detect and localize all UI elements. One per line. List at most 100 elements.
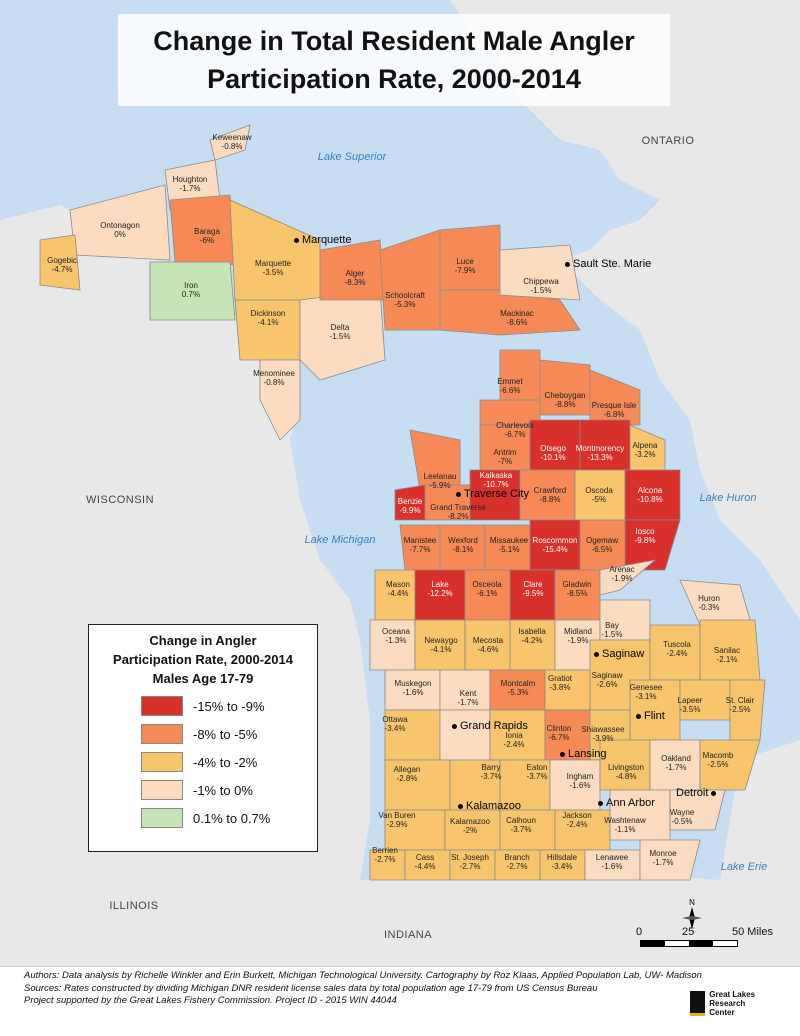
county-name: Calhoun xyxy=(506,816,536,825)
wisconsin-label: WISCONSIN xyxy=(85,494,155,506)
county-name: Macomb xyxy=(702,751,734,760)
county-name: Branch xyxy=(504,853,530,862)
legend-swatch xyxy=(141,752,183,772)
glrc-logo: Great Lakes Research Center xyxy=(690,988,770,1018)
county-name: Saginaw xyxy=(591,671,623,680)
county-label-wexford: Wexford -8.1% xyxy=(448,536,478,554)
county-name: Alpena xyxy=(632,441,658,450)
county-value: -2.8% xyxy=(396,774,418,783)
county-name: Cass xyxy=(415,853,435,862)
county-name: Roscommon xyxy=(532,536,578,545)
title-line-1: Change in Total Resident Male Angler xyxy=(153,26,635,56)
county-label-monroe: Monroe -1.7% xyxy=(649,849,676,867)
map-title: Change in Total Resident Male Angler Par… xyxy=(118,14,670,106)
county-label-lenawee: Lenawee -1.6% xyxy=(596,853,628,871)
ontario-land xyxy=(450,0,800,620)
county-value: -3.7% xyxy=(510,825,532,834)
county-value: -5.1% xyxy=(498,545,520,554)
county-value: 0.7% xyxy=(181,290,201,299)
county-name: Gladwin xyxy=(562,580,592,589)
county-label-eaton: Eaton -3.7% xyxy=(527,763,548,781)
county-name: Wexford xyxy=(448,536,478,545)
county-label-montmorency: Montmorency -13.3% xyxy=(576,444,624,462)
lake-erie-label: Lake Erie xyxy=(720,861,768,873)
county-label-cheboygan: Cheboygan -8.8% xyxy=(545,391,586,409)
county-value: -7.9% xyxy=(454,266,476,275)
county-value: -12.2% xyxy=(427,589,453,598)
footer-sources: Sources: Rates constructed by dividing M… xyxy=(24,982,598,994)
county-label-oscoda: Oscoda -5% xyxy=(585,486,613,504)
county-label-muskegon: Muskegon -1.6% xyxy=(395,679,432,697)
county-label-chippewa: Chippewa -1.5% xyxy=(523,277,559,295)
county-value: -4.7% xyxy=(51,265,73,274)
legend-swatch xyxy=(141,780,183,800)
county-label-kalkaska: Kalkaska -10.7% xyxy=(480,471,512,489)
county-label-newaygo: Newaygo -4.1% xyxy=(424,636,457,654)
county-label-gladwin: Gladwin -8.5% xyxy=(563,580,592,598)
county-value: -6.8% xyxy=(603,410,625,419)
county-label-alpena: Alpena -3.2% xyxy=(633,441,658,459)
county-label-cass: Cass -4.4% xyxy=(415,853,436,871)
county-name: Jackson xyxy=(562,811,592,820)
county-name: Wayne xyxy=(669,808,695,817)
county-name: Baraga xyxy=(194,227,220,236)
county-value: -1.5% xyxy=(601,630,623,639)
county-name: Eaton xyxy=(526,763,548,772)
county-label-allegan: Allegan -2.8% xyxy=(394,765,421,783)
county-label-presque-isle: Presque Isle -6.8% xyxy=(592,401,636,419)
city-kalamazoo: Kalamazoo xyxy=(458,800,521,812)
title-line-2: Participation Rate, 2000-2014 xyxy=(207,64,581,94)
county-name: Midland xyxy=(563,627,593,636)
legend-item: -8% to -5% xyxy=(141,724,317,744)
county-name: Van Buren xyxy=(378,811,416,820)
county-value: -7% xyxy=(497,457,513,466)
county-name: Kent xyxy=(459,689,477,698)
county-value: -4.1% xyxy=(257,318,279,327)
city-marquette: Marquette xyxy=(294,234,352,246)
county-value: -3.5% xyxy=(679,705,701,714)
county-label-marquette: Marquette -3.5% xyxy=(255,259,291,277)
county-name: Ionia xyxy=(505,731,523,740)
county-value: -1.7% xyxy=(179,184,201,193)
county-name: Ontonagon xyxy=(100,221,140,230)
county-label-jackson: Jackson -2.4% xyxy=(562,811,591,829)
county-value: -8.3% xyxy=(344,278,366,287)
county-value: -3.7% xyxy=(480,772,502,781)
city-ann-arbor: Ann Arbor xyxy=(598,797,655,809)
legend-item: 0.1% to 0.7% xyxy=(141,808,317,828)
county-name: Leelanau xyxy=(423,472,457,481)
county-label-genesee: Genesee -3.1% xyxy=(630,683,662,701)
county-value: -2.7% xyxy=(506,862,528,871)
county-value: -13.3% xyxy=(587,453,613,462)
county-value: -6.1% xyxy=(476,589,498,598)
county-name: Ingham xyxy=(566,772,594,781)
county-value: -1.9% xyxy=(567,636,589,645)
county-name: Iron xyxy=(184,281,198,290)
county-label-st-joseph: St. Joseph -2.7% xyxy=(451,853,489,871)
county-value: -2.7% xyxy=(459,862,481,871)
county-value: -3.4% xyxy=(384,724,406,733)
county-value: -0.8% xyxy=(263,378,285,387)
county-value: -2.4% xyxy=(666,649,688,658)
county-value: -9.8% xyxy=(634,536,656,545)
county-label-isabella: Isabella -4.2% xyxy=(518,627,546,645)
county-name: Oscoda xyxy=(585,486,613,495)
county-value: -2.4% xyxy=(566,820,588,829)
county-value: -6.7% xyxy=(504,430,526,439)
county-value: -0.3% xyxy=(698,603,720,612)
county-value: -3.8% xyxy=(549,683,571,692)
footer-project: Project supported by the Great Lakes Fis… xyxy=(24,995,397,1006)
county-value: -2% xyxy=(462,826,478,835)
county-label-baraga: Baraga -6% xyxy=(194,227,220,245)
county-label-ottawa: Ottawa -3.4% xyxy=(382,715,407,733)
county-value: -0.5% xyxy=(671,817,693,826)
county-value: -8.6% xyxy=(506,318,528,327)
county-value: -5.3% xyxy=(394,300,416,309)
county-value: -3.7% xyxy=(526,772,548,781)
lake-huron-label: Lake Huron xyxy=(699,492,757,504)
city-detroit: Detroit xyxy=(676,787,719,799)
county-value: -3.1% xyxy=(635,692,657,701)
county-value: -9.9% xyxy=(399,506,421,515)
county-name: Clinton xyxy=(546,724,572,733)
county-name: Charlevoix xyxy=(496,421,534,430)
